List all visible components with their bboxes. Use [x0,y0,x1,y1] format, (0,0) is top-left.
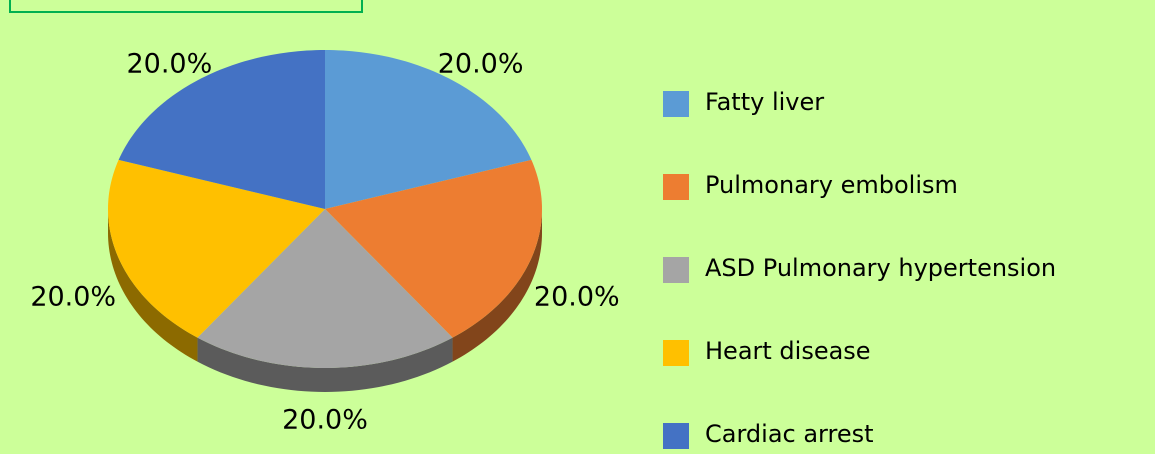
slice [325,159,542,338]
legend-swatch [663,257,689,283]
legend-label: Pulmonary embolism [705,171,958,199]
slice-side [452,209,542,362]
slice [197,209,453,368]
slice-side [108,209,198,362]
slice [118,50,326,209]
legend-swatch [663,423,689,449]
data-label: 20.0% [534,282,620,313]
legend-label: Heart disease [705,337,871,365]
data-label: 20.0% [438,48,524,79]
legend-swatch [663,340,689,366]
legend: Fatty liver Pulmonary embolism ASD Pulmona… [663,88,1056,449]
legend-swatch [663,174,689,200]
legend-label: Cardiac arrest [705,420,874,448]
legend-label: Fatty liver [705,88,824,116]
data-label: 20.0% [282,405,368,436]
slice-side [197,337,453,392]
pie [108,50,542,392]
data-labels: 20.0% 20.0% 20.0% 20.0% 20.0% [30,48,619,435]
data-label: 20.0% [30,282,116,313]
legend-swatch [663,91,689,117]
slice [325,50,532,209]
data-label: 20.0% [126,48,212,79]
legend-label: ASD Pulmonary hypertension [705,254,1056,282]
title-box [9,0,363,13]
slice [108,159,325,338]
